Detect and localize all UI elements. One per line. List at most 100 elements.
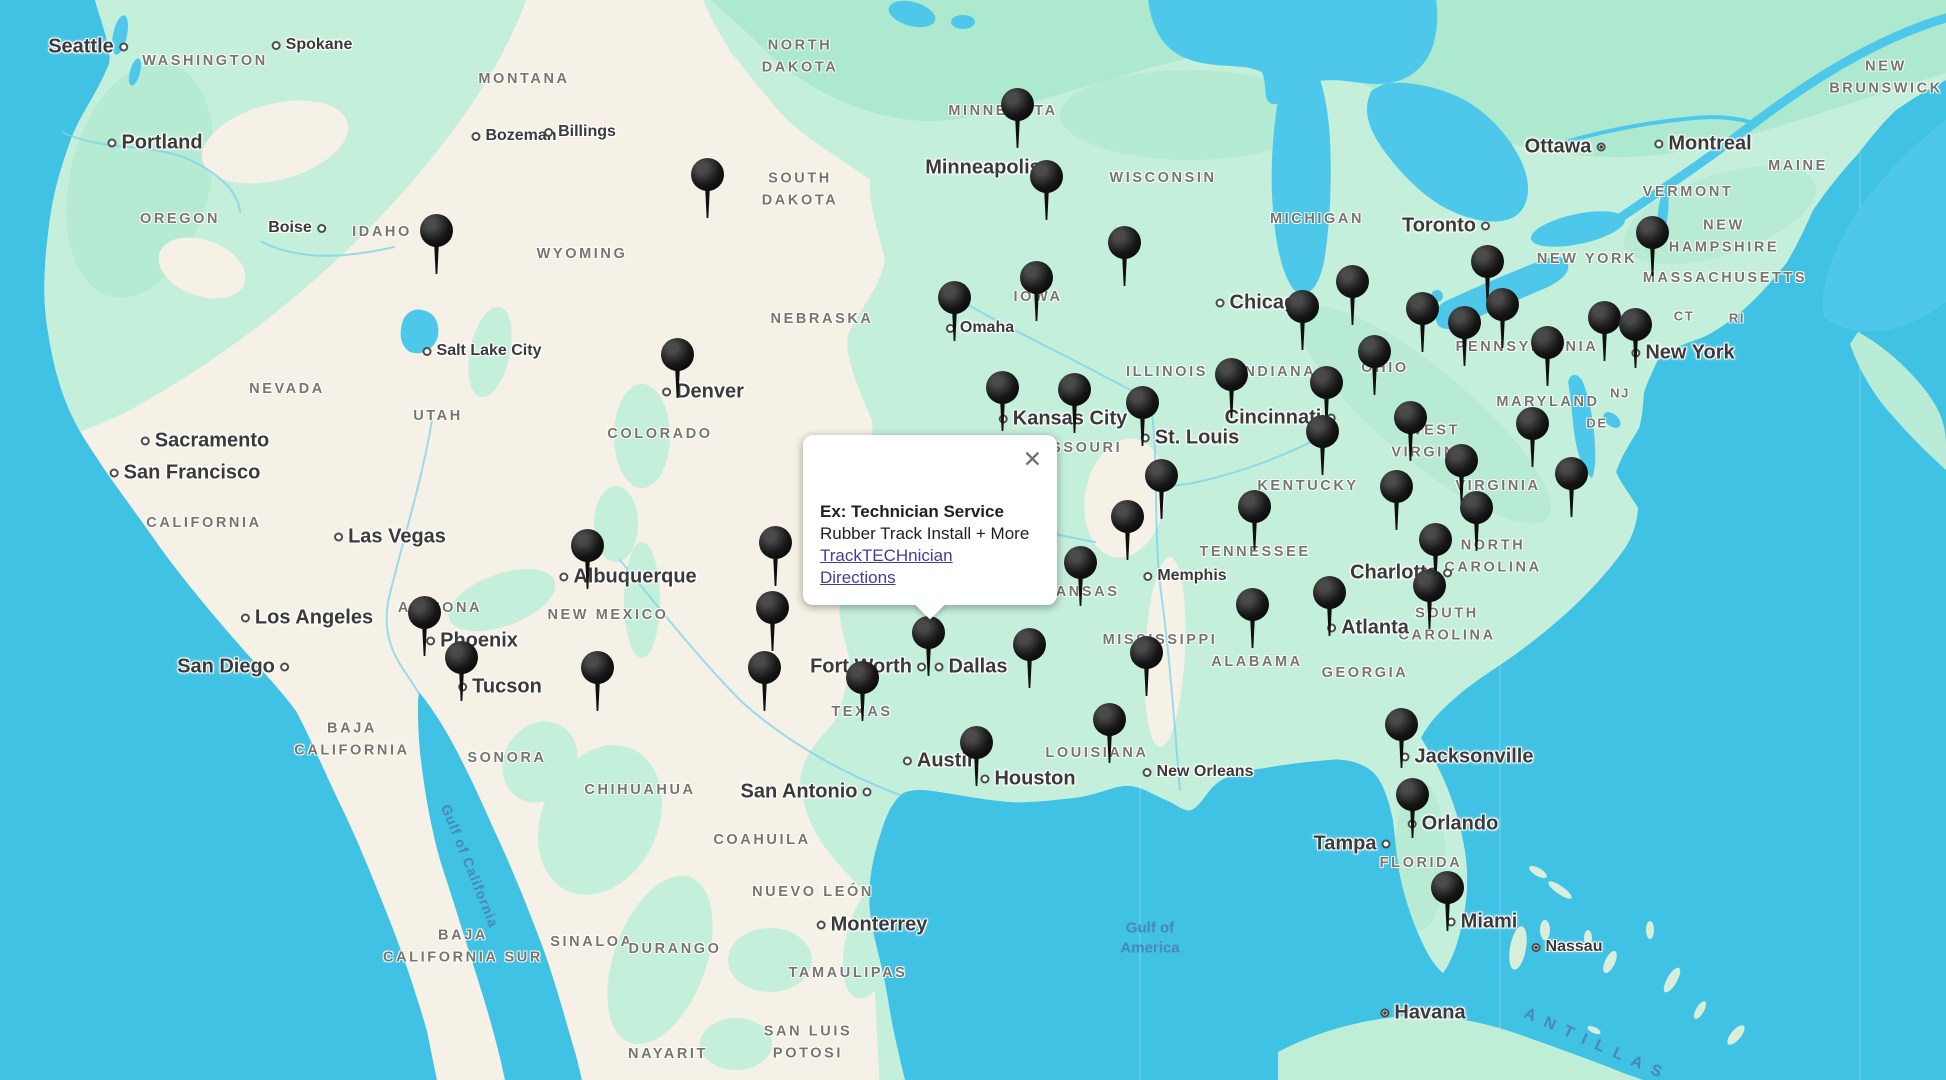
map-pin[interactable] [846, 661, 880, 723]
map-pin[interactable] [1064, 546, 1098, 608]
water-label: ANTILLAS [1521, 1005, 1674, 1080]
city-name: Houston [994, 767, 1076, 790]
map-pin[interactable] [1516, 407, 1550, 469]
city-dot [271, 40, 281, 50]
map-pin[interactable] [759, 526, 793, 588]
city-name: Ottawa [1524, 135, 1592, 158]
map-pin[interactable] [1286, 290, 1320, 352]
map-pin[interactable] [756, 591, 790, 653]
map-pin[interactable] [581, 651, 615, 713]
state-label: DE [1586, 415, 1608, 431]
city-dot [279, 662, 289, 672]
state-label: NEW YORK [1536, 251, 1638, 268]
state-label: GEORGIA [1321, 665, 1409, 682]
map-pin[interactable] [1108, 226, 1142, 288]
city-name: Las Vegas [348, 525, 446, 548]
map-pin[interactable] [445, 641, 479, 703]
map-pin[interactable] [420, 214, 454, 276]
map-pin[interactable] [1619, 308, 1653, 370]
info-link-directions[interactable]: Directions [820, 568, 896, 587]
city-label: San Antonio [740, 780, 872, 804]
map-pin[interactable] [1445, 444, 1479, 506]
state-label: WYOMING [536, 246, 628, 263]
map-pin[interactable] [1380, 470, 1414, 532]
map-pin[interactable] [1394, 401, 1428, 463]
city-label: Seattle [48, 36, 128, 59]
map-pin[interactable] [938, 281, 972, 343]
city-label: Spokane [271, 36, 352, 54]
water-label: Gulf of America [1120, 919, 1180, 957]
map-pin[interactable] [691, 158, 725, 220]
info-link-tracktechnician[interactable]: TrackTECHnician [820, 546, 953, 565]
map-pin[interactable] [1058, 373, 1092, 435]
map-pin[interactable] [1555, 457, 1589, 519]
state-label: CALIFORNIA [146, 515, 262, 532]
state-label: NEW MEXICO [547, 607, 669, 624]
map-pin[interactable] [1588, 301, 1622, 363]
map-pin[interactable] [1093, 703, 1127, 765]
map-pin[interactable] [1460, 491, 1494, 553]
map-pin[interactable] [986, 371, 1020, 433]
map-pin[interactable] [1020, 261, 1054, 323]
state-label: NEVADA [249, 381, 325, 398]
map-pin[interactable] [1030, 160, 1064, 222]
map-pin[interactable] [1448, 306, 1482, 368]
city-name: Sacramento [154, 429, 270, 452]
map-pin[interactable] [1419, 523, 1453, 585]
map-pin[interactable] [1385, 708, 1419, 770]
map-pin[interactable] [1238, 490, 1272, 552]
map-pin[interactable] [1013, 628, 1047, 690]
city-name: Tampa [1313, 832, 1377, 855]
close-icon[interactable]: ✕ [1022, 446, 1042, 472]
map-pin[interactable] [1236, 588, 1270, 650]
state-label: ILLINOIS [1125, 364, 1209, 381]
map-pin[interactable] [1431, 871, 1465, 933]
map-pin[interactable] [661, 338, 695, 400]
map-pin[interactable] [1313, 576, 1347, 638]
info-title: Ex: Technician Service [820, 502, 1004, 521]
map-pin[interactable] [1145, 459, 1179, 521]
city-name: San Antonio [740, 780, 858, 803]
map-pin[interactable] [1636, 216, 1670, 278]
map-pin[interactable] [1396, 778, 1430, 840]
map-pin[interactable] [1336, 265, 1370, 327]
city-name: Bozeman [485, 127, 557, 144]
city-name: St. Louis [1154, 426, 1240, 449]
state-label: KENTUCKY [1257, 478, 1359, 495]
map-pin[interactable] [1358, 335, 1392, 397]
city-label: Ottawa [1525, 136, 1606, 159]
map-pin[interactable] [1471, 245, 1505, 307]
map-pin[interactable] [1413, 569, 1447, 631]
state-label: MASSACHUSETTS [1642, 270, 1808, 287]
state-label: WASHINGTON [142, 53, 268, 70]
map-pin[interactable] [1406, 292, 1440, 354]
city-label: Billings [544, 123, 616, 141]
state-label: VERMONT [1642, 184, 1734, 201]
map-pin[interactable] [1531, 326, 1565, 388]
city-dot [559, 572, 569, 582]
map-pin[interactable] [1306, 415, 1340, 477]
map-pin[interactable] [1310, 366, 1344, 428]
map-pin[interactable] [1215, 358, 1249, 420]
map-pin[interactable] [748, 651, 782, 713]
map-pin[interactable] [1111, 500, 1145, 562]
map-pin[interactable] [1126, 386, 1160, 448]
map-pin[interactable] [1130, 636, 1164, 698]
city-label: Portland [107, 132, 203, 155]
map-pin[interactable] [1486, 288, 1520, 350]
city-dot [422, 346, 432, 356]
city-name: Memphis [1157, 567, 1227, 584]
city-dot [471, 131, 481, 141]
city-dot [1481, 221, 1491, 231]
state-label: MONTANA [478, 71, 570, 88]
state-label: NEW BRUNSWICK [1829, 58, 1943, 96]
map-pin[interactable] [408, 596, 442, 658]
map-pin[interactable] [571, 529, 605, 591]
map-pin[interactable] [960, 726, 994, 788]
state-label: NAYARIT [628, 1046, 708, 1063]
nova-scotia [1850, 332, 1946, 470]
map-pin[interactable] [1001, 88, 1035, 150]
state-label: NJ [1610, 385, 1630, 401]
map-pin[interactable] [912, 616, 946, 678]
